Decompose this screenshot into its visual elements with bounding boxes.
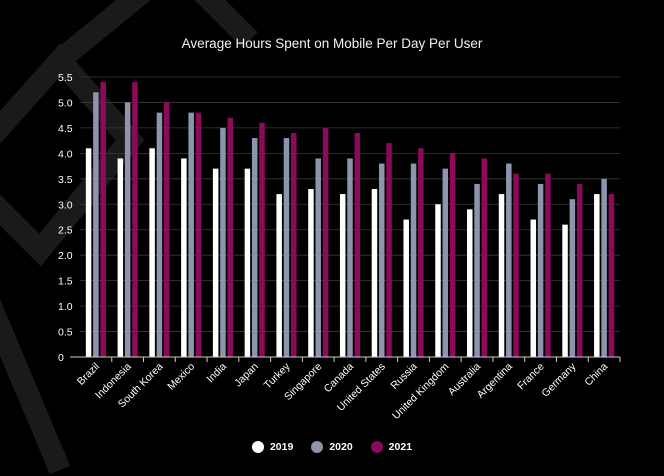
bar-2021-united-kingdom (449, 153, 456, 357)
bar-2021-france (545, 173, 551, 357)
legend-swatch-2021 (370, 441, 383, 453)
legend-label-2020: 2020 (329, 441, 353, 453)
bar-2019-south-korea (149, 148, 155, 357)
y-tick-label: 0.5 (58, 327, 73, 339)
bar-2019-brazil (85, 148, 92, 357)
legend-item-2019: 2019 (251, 441, 294, 453)
y-tick-label: 2.0 (58, 250, 73, 262)
bar-2020-china (601, 178, 607, 357)
bar-2021-united-states (386, 143, 392, 357)
bar-2020-brazil (93, 92, 99, 357)
y-tick-label: 3.5 (58, 174, 73, 186)
bar-2021-turkey (291, 133, 297, 357)
bar-2019-india (212, 168, 219, 357)
x-tick-label: Argentina (475, 361, 515, 401)
bar-2020-mexico (188, 112, 194, 358)
bar-2019-australia (467, 209, 473, 357)
y-tick-label: 2.5 (58, 225, 73, 237)
y-tick-label: 0 (58, 352, 64, 364)
legend: 2019 2020 2021 (0, 441, 664, 453)
legend-label-2019: 2019 (269, 441, 294, 453)
bar-2021-canada (354, 133, 361, 357)
bars (85, 82, 615, 358)
chart-title: Average Hours Spent on Mobile Per Day Pe… (181, 36, 483, 51)
bar-2021-china (608, 194, 615, 357)
bar-2021-india (227, 117, 233, 358)
x-tick-label: United Kingdom (390, 360, 451, 421)
bar-2020-indonesia (124, 102, 131, 357)
x-tick-label: Germany (539, 360, 579, 400)
x-tick-label: Japan (232, 361, 261, 390)
bar-2019-singapore (308, 189, 314, 357)
bar-2019-germany (562, 224, 568, 357)
bar-2020-united-states (379, 163, 385, 357)
y-tick-label: 3.0 (58, 199, 73, 211)
bar-2020-south-korea (156, 112, 163, 358)
bar-2021-singapore (322, 127, 329, 357)
bar-2020-india (220, 127, 226, 357)
legend-item-2020: 2020 (311, 441, 353, 453)
bar-2019-united-states (371, 189, 378, 357)
bar-2021-australia (481, 158, 488, 357)
y-tick-label: 5.0 (58, 97, 73, 109)
bar-2019-mexico (181, 158, 187, 357)
bar-2021-russia (418, 148, 424, 357)
bar-2020-argentina (506, 163, 512, 357)
legend-label-2021: 2021 (388, 441, 413, 453)
bar-2020-germany (569, 199, 576, 357)
bar-2019-france (530, 219, 537, 357)
bar-2021-germany (576, 183, 583, 357)
bar-2019-turkey (276, 194, 282, 357)
x-tick-label: China (582, 361, 610, 389)
bar-2021-argentina (513, 173, 519, 357)
bar-2021-south-korea (163, 102, 170, 357)
tick-labels: 0 0.5 1.0 1.5 2.0 2.5 3.0 3.5 4.0 4.5 5.0 5.5 Brazil… (58, 72, 610, 422)
bar-2021-indonesia (132, 82, 138, 357)
bar-2019-argentina (498, 194, 505, 357)
y-tick-label: 4.0 (58, 148, 73, 160)
x-tick-label: India (204, 361, 229, 386)
bar-2019-canada (339, 194, 346, 357)
y-tick-label: 4.5 (58, 123, 73, 135)
bar-2020-japan (251, 138, 258, 357)
legend-swatch-2019 (251, 441, 264, 453)
bar-2020-turkey (283, 138, 290, 357)
axes (70, 356, 621, 362)
bar-2019-russia (403, 219, 409, 357)
y-tick-label: 5.5 (58, 72, 73, 84)
legend-swatch-2020 (311, 441, 324, 453)
bar-2019-united-kingdom (435, 204, 441, 357)
bar-2020-france (537, 183, 544, 357)
legend-item-2021: 2021 (370, 441, 413, 453)
y-tick-label: 1.0 (58, 301, 73, 313)
bar-2020-russia (410, 163, 417, 357)
bar-2020-canada (347, 158, 353, 357)
bar-2021-japan (259, 122, 265, 358)
x-tick-label: Brazil (75, 361, 102, 388)
bar-2021-brazil (100, 82, 106, 357)
bar-2020-australia (474, 183, 480, 357)
y-tick-label: 1.5 (58, 276, 73, 288)
bar-2020-united-kingdom (442, 168, 449, 357)
x-tick-label: Mexico (165, 361, 197, 393)
bar-2019-japan (244, 168, 251, 357)
bar-2019-indonesia (117, 158, 124, 357)
bar-2019-china (594, 194, 600, 357)
bar-2021-mexico (195, 112, 202, 358)
bar-2020-singapore (315, 158, 321, 357)
